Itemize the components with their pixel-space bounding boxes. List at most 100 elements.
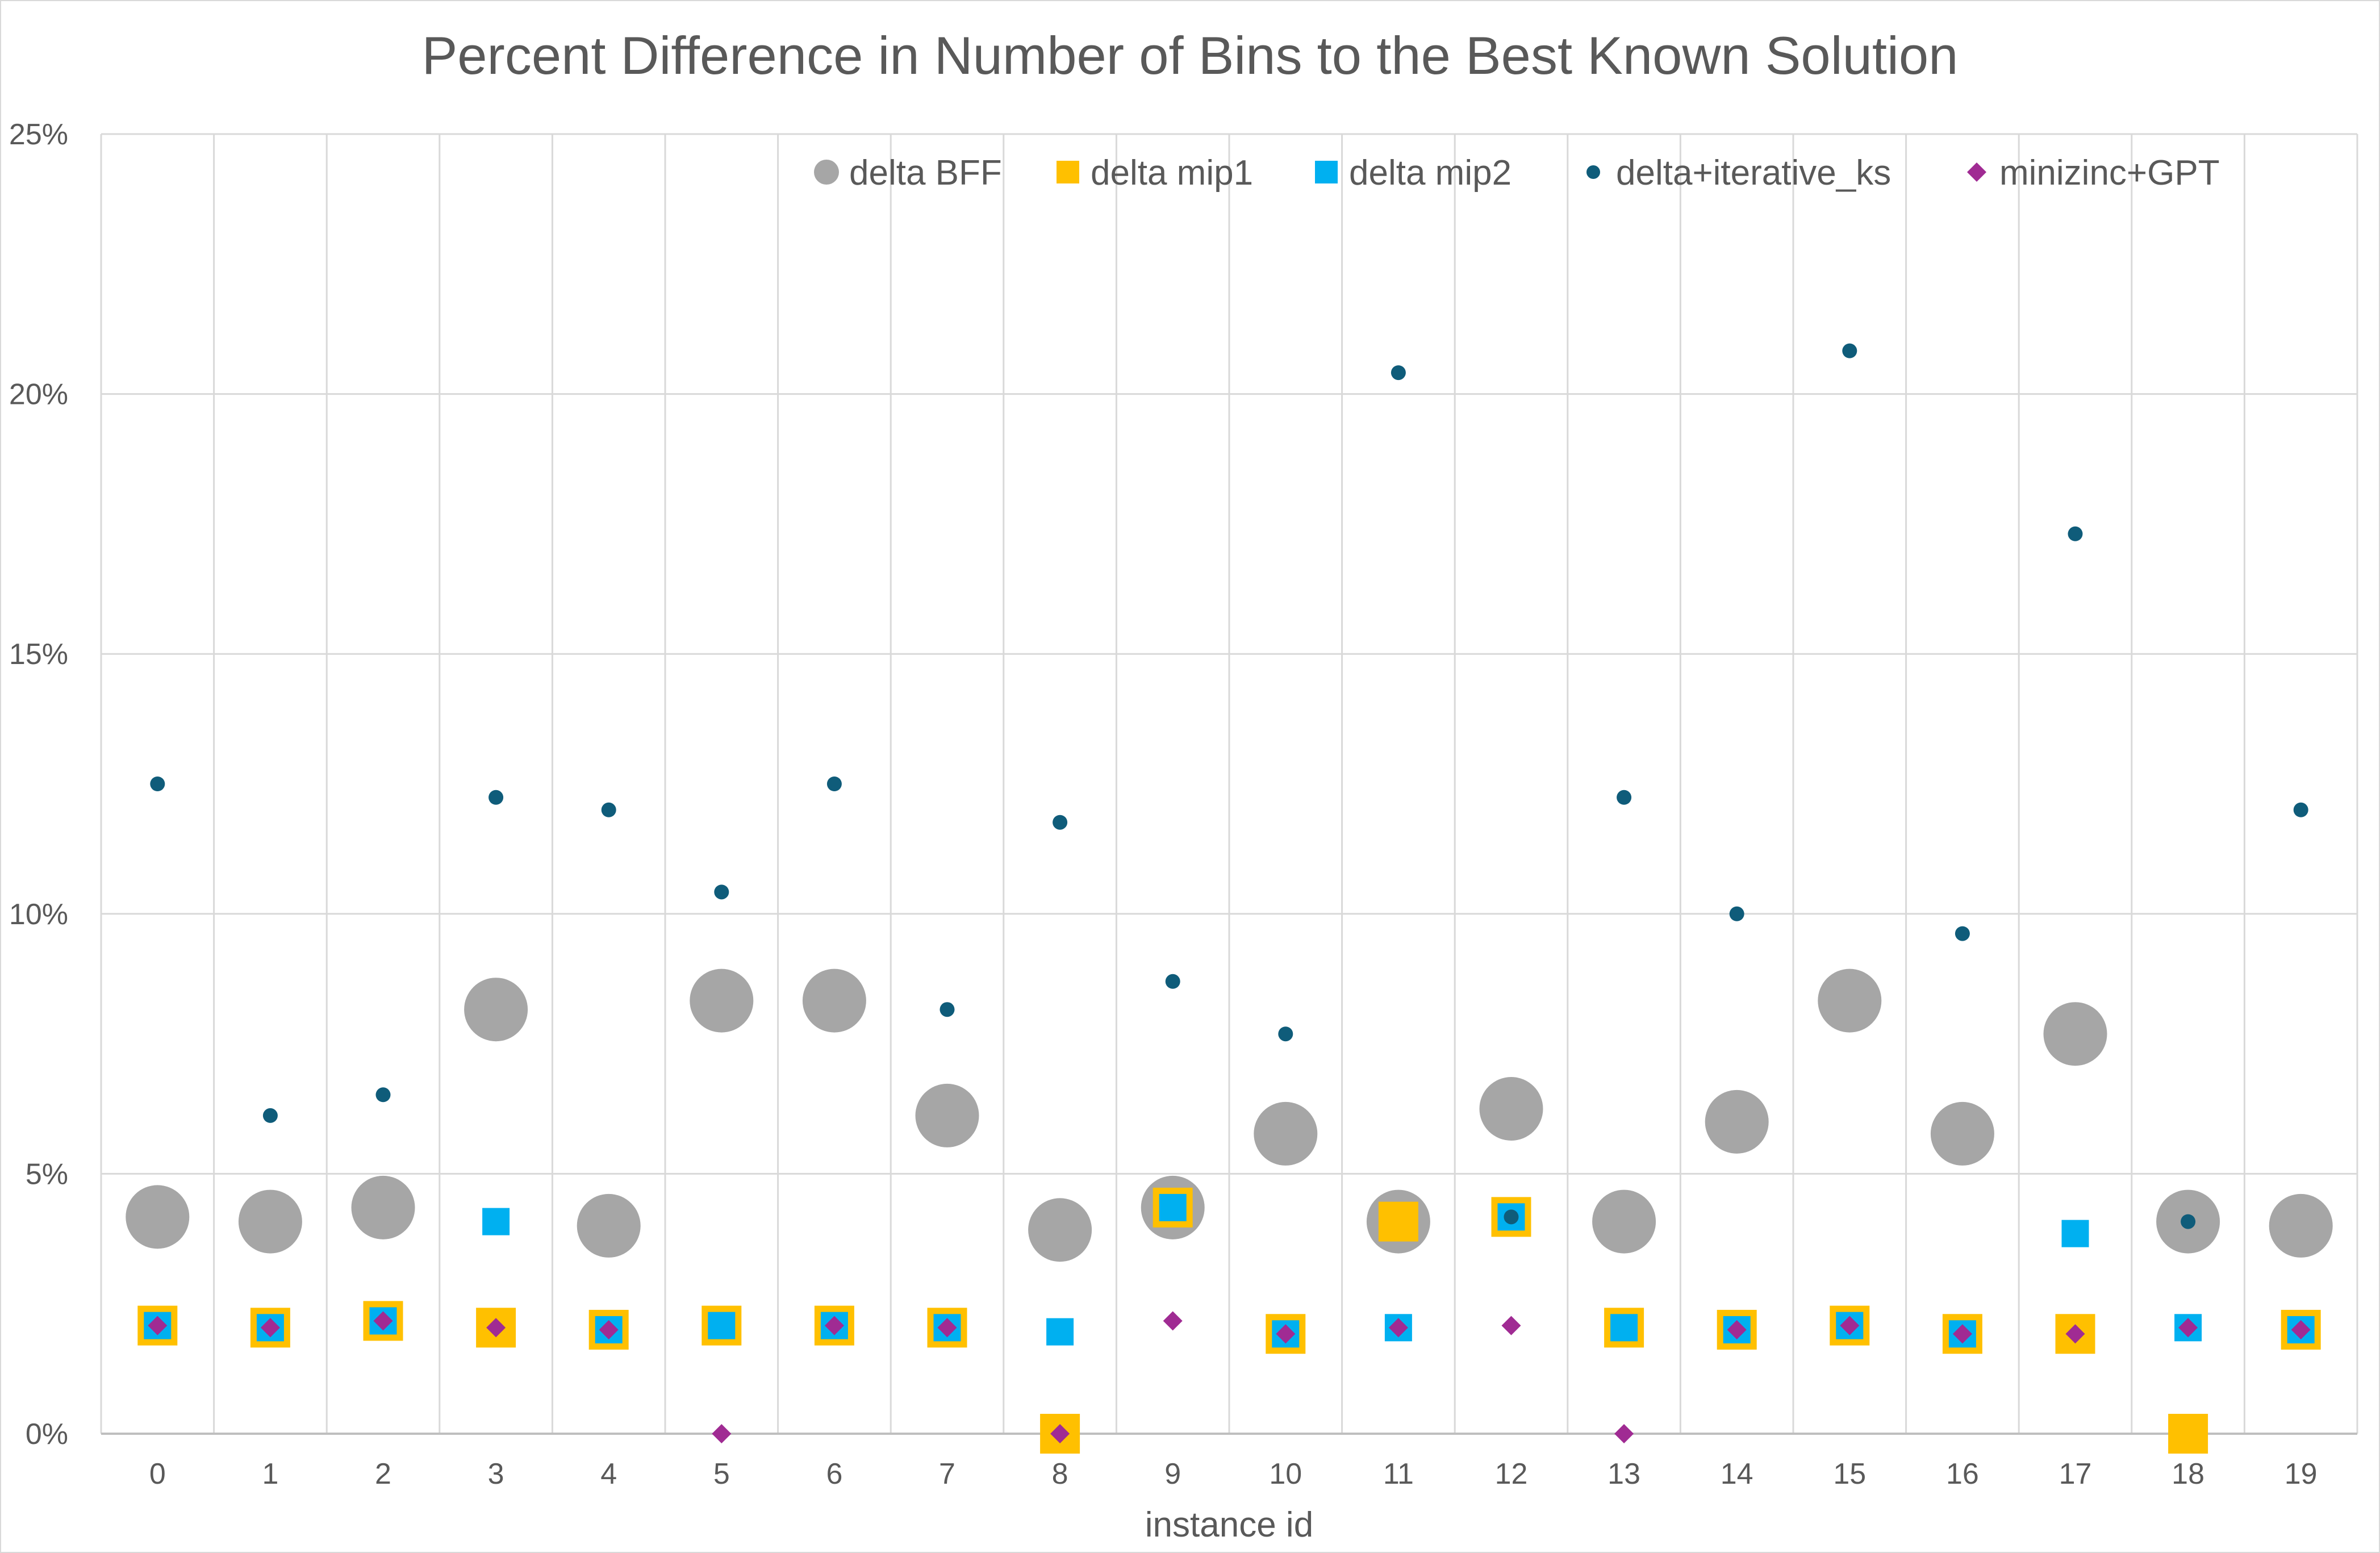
ticks-layer: 0%5%10%15%20%25%0 1 2 3 4 5 6 7 8 9 10 11 12 13 14 15 16… [9,118,2318,1491]
legend-label: delta+iterative_ks [1616,153,1891,193]
data-point [2043,1002,2107,1066]
data-point [1391,365,1406,381]
data-point [2065,1324,2085,1344]
data-point [482,1208,510,1235]
legend-marker [1586,165,1600,179]
x-tick-label: 2 [375,1458,391,1491]
data-point [690,968,754,1033]
legend-label: delta mip1 [1091,153,1253,193]
data-point [1046,1318,1074,1346]
data-point [1278,1026,1293,1042]
y-tick-label: 25% [9,118,68,151]
data-point [238,1189,302,1254]
data-point [488,790,504,805]
x-tick-label: 15 [1833,1458,1866,1491]
data-point [1501,1316,1521,1335]
data-point [712,1424,732,1443]
data-point [1254,1101,1318,1166]
legend-item: delta BFF [814,153,1002,193]
data-point [126,1185,190,1249]
data-point [1276,1324,1296,1344]
chart-title: Percent Difference in Number of Bins to … [422,26,1959,85]
data-point [1050,1424,1070,1443]
data-point [1952,1324,1972,1344]
x-tick-label: 9 [1164,1458,1181,1491]
data-point [1165,974,1180,989]
data-point [262,1108,278,1123]
x-tick-label: 0 [149,1458,166,1491]
data-point [1479,1077,1543,1141]
data-point [2068,526,2083,541]
data-point [1955,926,1970,941]
data-point [1727,1320,1747,1339]
data-point [1163,1311,1183,1331]
legend-marker [1057,161,1079,183]
y-tick-label: 15% [9,638,68,671]
legend-item: delta+iterative_ks [1586,153,1891,193]
x-tick-label: 3 [488,1458,504,1491]
data-point [802,968,866,1033]
legend-marker [1967,162,1986,182]
data-point [1504,1209,1519,1225]
x-tick-label: 6 [826,1458,842,1491]
x-tick-label: 19 [2285,1458,2318,1491]
data-point [714,884,729,900]
x-tick-label: 7 [939,1458,955,1491]
y-tick-label: 10% [9,898,68,931]
x-tick-label: 8 [1052,1458,1068,1491]
data-point [1610,1314,1638,1342]
data-point [824,1316,844,1335]
data-point [486,1318,506,1338]
x-tick-label: 10 [1269,1458,1302,1491]
legend-label: delta BFF [849,153,1002,193]
series-minizinc-gpt [148,1311,2311,1443]
x-tick-label: 5 [713,1458,730,1491]
legend-item: delta mip1 [1057,153,1253,193]
data-point [937,1318,957,1338]
data-point [260,1318,280,1338]
data-point [1592,1189,1656,1254]
x-tick-label: 1 [262,1458,278,1491]
marks-layer [126,343,2333,1454]
legend-label: delta mip2 [1349,153,1511,193]
data-point [2269,1193,2333,1258]
data-point [1053,815,1068,830]
x-axis-title: instance id [1145,1505,1313,1544]
data-point [599,1320,619,1339]
legend-label: minizinc+GPT [1999,153,2220,193]
data-point [2168,1414,2208,1454]
y-tick-label: 5% [26,1158,68,1191]
x-tick-label: 18 [2172,1458,2204,1491]
series-delta-iterative-ks [150,343,2308,1229]
x-tick-label: 13 [1607,1458,1640,1491]
data-point [2178,1318,2198,1338]
data-point [373,1311,393,1331]
data-point [1930,1101,1994,1166]
legend-marker [1315,161,1338,183]
x-tick-label: 12 [1495,1458,1528,1491]
legend-item: delta mip2 [1315,153,1511,193]
data-point [1028,1198,1092,1262]
data-point [915,1083,979,1147]
data-point [601,802,616,817]
x-tick-label: 11 [1383,1458,1414,1491]
data-point [1378,1201,1418,1242]
y-tick-label: 20% [9,378,68,411]
data-point [150,776,165,791]
data-point [2293,802,2308,817]
data-point [1617,790,1632,805]
grid-layer [100,133,2358,1435]
legend-item: minizinc+GPT [1967,153,2220,193]
data-point [351,1175,415,1239]
x-tick-label: 14 [1721,1458,1753,1491]
data-point [1159,1193,1187,1221]
data-point [577,1193,641,1258]
data-point [1705,1089,1769,1154]
data-point [2291,1320,2311,1339]
data-point [1842,343,1857,358]
data-point [464,978,528,1042]
data-point [826,776,842,791]
data-point [940,1002,955,1017]
